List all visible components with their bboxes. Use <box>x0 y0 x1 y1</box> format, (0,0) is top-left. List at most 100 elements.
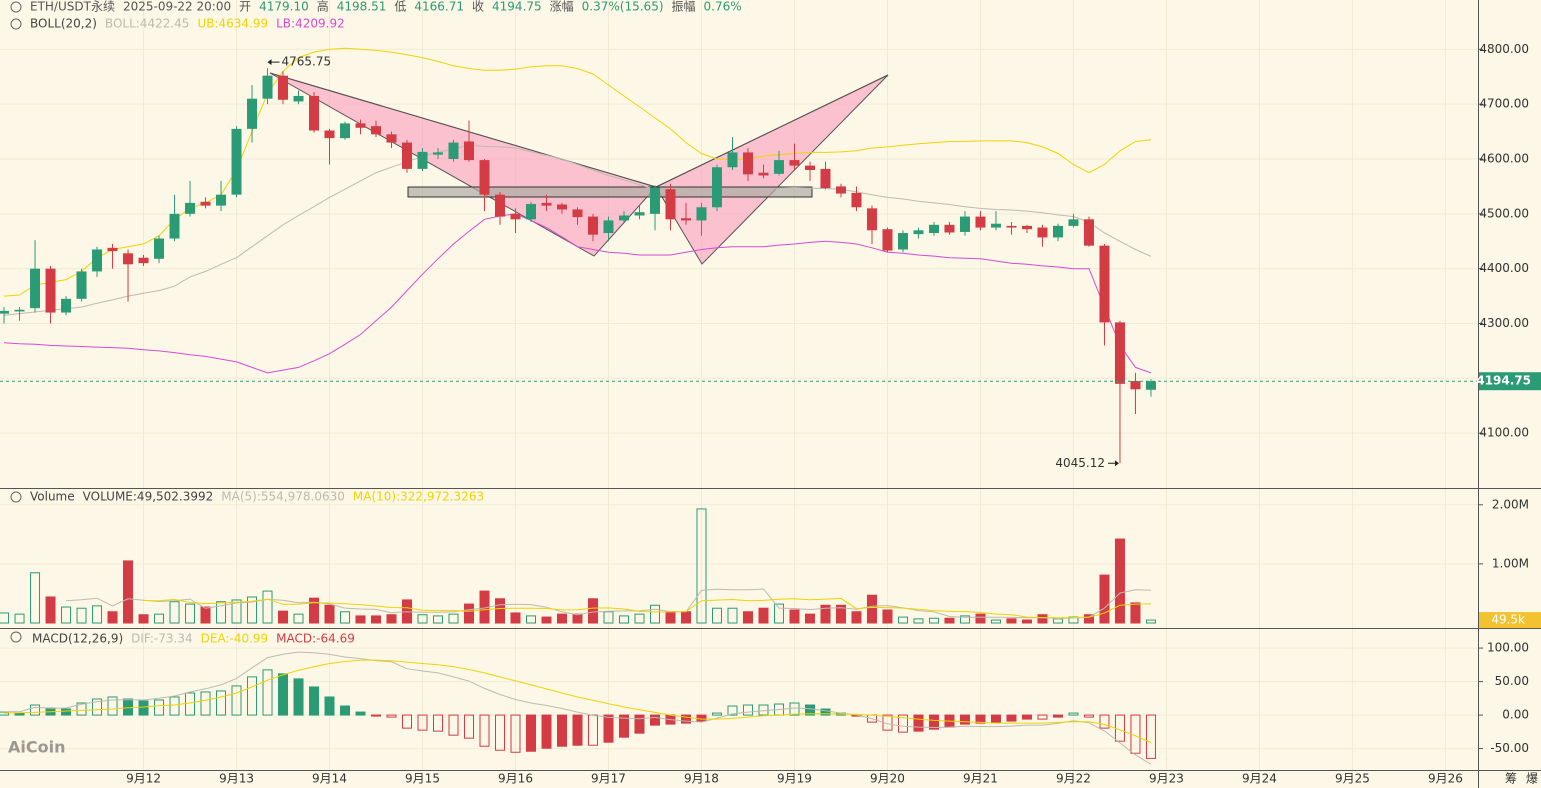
candle-body <box>262 75 273 99</box>
macd-bar <box>123 698 134 716</box>
macd-bar <box>417 714 428 731</box>
volume-bar <box>959 615 970 624</box>
volume-bar <box>742 611 753 624</box>
volume-bar <box>417 614 428 624</box>
current-volume-label: 49.5k <box>1491 613 1525 627</box>
volume-bar <box>975 613 986 624</box>
y-tick-label: 4500.00 <box>1479 206 1529 220</box>
macd-bar <box>603 714 614 743</box>
macd-bar <box>14 712 25 716</box>
candle-body <box>154 238 165 259</box>
indicator-line <box>3 144 1152 316</box>
volume-bar <box>944 617 955 624</box>
candle-body <box>975 216 986 228</box>
candle-body <box>231 128 242 195</box>
min-label: 4045.12 <box>1055 456 1105 470</box>
macd-bar <box>169 696 180 716</box>
header-value: 0.37%(15.65) <box>582 0 664 14</box>
volume-bar <box>14 613 25 624</box>
volume-bar <box>649 604 660 624</box>
volume-bar <box>371 615 382 624</box>
macd-bar <box>556 714 567 747</box>
volume-bar <box>386 614 397 624</box>
footer-button[interactable]: 爆 <box>1526 772 1538 786</box>
macd-bar <box>618 714 629 738</box>
volume-bar <box>30 572 41 624</box>
macd-bar <box>1083 714 1094 718</box>
volume-bar <box>603 611 614 624</box>
candle-body <box>1114 322 1125 384</box>
candle-body <box>324 130 335 139</box>
x-tick-label: 9月15 <box>405 772 440 786</box>
candle-body <box>913 230 924 235</box>
legend-title: MACD(12,26,9) <box>32 632 123 646</box>
volume-bar <box>1145 619 1156 624</box>
candle-body <box>618 215 629 221</box>
time: 2025-09-22 20:00 <box>123 0 231 14</box>
volume-bar <box>758 607 769 624</box>
volume-bar <box>293 613 304 624</box>
volume-bar <box>448 613 459 624</box>
y-tick-label: 4300.00 <box>1479 316 1529 330</box>
collapse-icon[interactable] <box>10 18 22 30</box>
candle-body <box>107 247 118 252</box>
candle-body <box>711 167 722 208</box>
candle-body <box>1052 225 1063 238</box>
collapse-icon[interactable] <box>10 1 22 13</box>
volume-bar <box>340 611 351 624</box>
macd-bar <box>928 714 939 730</box>
candle-body <box>355 123 366 128</box>
candle-body <box>556 204 567 210</box>
candle-body <box>758 172 769 176</box>
volume-bar <box>556 613 567 624</box>
min-arrow-head <box>1114 460 1119 467</box>
max-arrow-head <box>267 59 272 66</box>
macd-bar <box>216 690 227 716</box>
x-tick-label: 9月12 <box>126 772 161 786</box>
legend-entry: BOLL:4422.45 <box>105 17 190 31</box>
candle-body <box>169 213 180 239</box>
footer-button[interactable]: 筹 <box>1505 772 1517 786</box>
candle-body <box>185 202 196 214</box>
candle-body <box>14 309 25 312</box>
x-tick-label: 9月19 <box>777 772 812 786</box>
candle-body <box>371 126 382 135</box>
volume-bar <box>773 603 784 624</box>
candle-body <box>928 224 939 234</box>
volume-bar <box>1130 602 1141 624</box>
candle-body <box>680 218 691 221</box>
legend-entry: MACD:-64.69 <box>276 632 355 646</box>
macd-bar <box>448 714 459 736</box>
indicator-line <box>3 659 1152 743</box>
header-value: 0.76% <box>704 0 742 14</box>
legend-entry: LB:4209.92 <box>276 17 345 31</box>
candle-body <box>76 271 87 299</box>
macd-bar <box>1145 714 1156 759</box>
volume-bar <box>510 612 521 624</box>
candle-body <box>123 253 134 265</box>
volume-bar <box>928 617 939 624</box>
candle-body <box>603 220 614 234</box>
collapse-icon[interactable] <box>10 491 22 503</box>
candle-body <box>649 187 660 214</box>
candle-body <box>45 268 56 313</box>
x-tick-label: 9月21 <box>963 772 998 786</box>
macd-bar <box>649 714 660 726</box>
y-tick-label: 0.00 <box>1502 708 1529 722</box>
candle-body <box>247 98 258 129</box>
macd-bar <box>1037 714 1048 720</box>
volume-bar <box>727 607 738 624</box>
macd-bar <box>76 702 87 716</box>
legend-entry: UB:4634.99 <box>197 17 268 31</box>
macd-bar <box>1099 714 1110 729</box>
collapse-icon[interactable] <box>10 631 22 643</box>
volume-bar <box>61 606 72 624</box>
candle-body <box>944 224 955 233</box>
candle-body <box>1037 227 1048 238</box>
candle-body <box>959 216 970 232</box>
macd-bar <box>696 714 707 722</box>
macd-bar <box>990 714 1001 723</box>
candle-body <box>1083 219 1094 246</box>
macd-bar <box>526 714 537 752</box>
